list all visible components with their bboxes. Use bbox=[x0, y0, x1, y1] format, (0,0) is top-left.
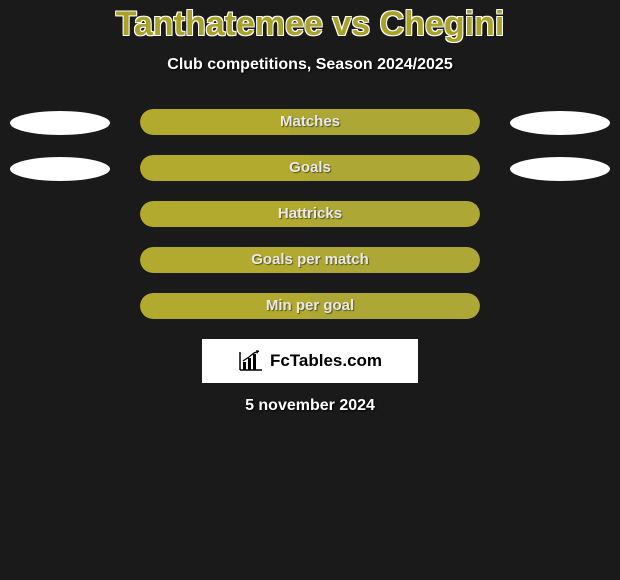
stat-label: Hattricks bbox=[140, 201, 480, 227]
stat-row: 810Matches bbox=[0, 109, 620, 135]
stat-row: 00Hattricks bbox=[0, 201, 620, 227]
stat-bar: 810Matches bbox=[140, 109, 480, 135]
bar-chart-icon bbox=[238, 350, 264, 372]
player-slot-left bbox=[10, 111, 110, 135]
stat-bar: 00Goals bbox=[140, 155, 480, 181]
logo-text: FcTables.com bbox=[270, 351, 382, 371]
player-slot-right bbox=[510, 157, 610, 181]
fctables-logo: FcTables.com bbox=[202, 339, 418, 383]
comparison-rows: 810Matches 00Goals 00Hattricks Goals per ma… bbox=[0, 109, 620, 319]
stat-bar: Goals per match bbox=[140, 247, 480, 273]
stat-row: 00Goals bbox=[0, 155, 620, 181]
stat-bar: Min per goal bbox=[140, 293, 480, 319]
stat-label: Goals bbox=[140, 155, 480, 181]
page-date: 5 november 2024 bbox=[0, 397, 620, 415]
player-slot-right bbox=[510, 111, 610, 135]
stat-row: Min per goal bbox=[0, 293, 620, 319]
player-slot-left bbox=[10, 157, 110, 181]
stat-label: Matches bbox=[140, 109, 480, 135]
stat-label: Min per goal bbox=[140, 293, 480, 319]
page-title: Tanthatemee vs Chegini bbox=[0, 0, 620, 44]
stat-row: Goals per match bbox=[0, 247, 620, 273]
page-subtitle: Club competitions, Season 2024/2025 bbox=[0, 56, 620, 74]
stat-label: Goals per match bbox=[140, 247, 480, 273]
stat-bar: 00Hattricks bbox=[140, 201, 480, 227]
